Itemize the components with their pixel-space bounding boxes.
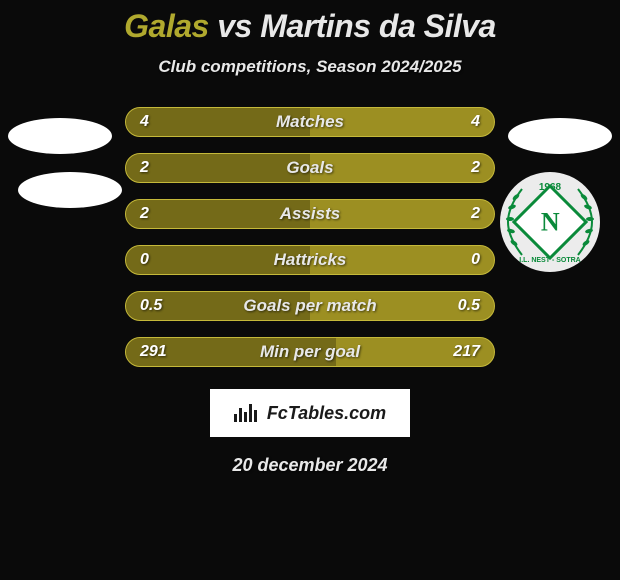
player2-avatar-1 xyxy=(508,118,612,154)
badge-circle: 1968 N I.L. NEST - SOTRA xyxy=(500,172,600,272)
stat-row: 291217Min per goal xyxy=(125,337,495,367)
player2-name: Martins da Silva xyxy=(260,8,496,44)
avatar-placeholder-icon xyxy=(8,118,112,154)
stat-label: Goals xyxy=(126,158,494,178)
stat-row: 22Assists xyxy=(125,199,495,229)
stat-row: 22Goals xyxy=(125,153,495,183)
player2-club-badge: 1968 N I.L. NEST - SOTRA xyxy=(500,172,600,272)
stat-row: 0.50.5Goals per match xyxy=(125,291,495,321)
stat-row: 00Hattricks xyxy=(125,245,495,275)
badge-clubname: I.L. NEST - SOTRA xyxy=(519,257,580,264)
vs-separator: vs xyxy=(217,8,260,44)
brand-text: FcTables.com xyxy=(267,403,386,424)
player1-avatar-1 xyxy=(8,118,112,154)
stat-label: Hattricks xyxy=(126,250,494,270)
stat-label: Goals per match xyxy=(126,296,494,316)
brand-box: FcTables.com xyxy=(210,389,410,437)
page-title: Galas vs Martins da Silva xyxy=(0,8,620,45)
subtitle: Club competitions, Season 2024/2025 xyxy=(0,57,620,77)
brand-bars-icon xyxy=(234,404,257,422)
badge-letter: N xyxy=(541,207,560,237)
date-text: 20 december 2024 xyxy=(0,455,620,476)
stat-row: 44Matches xyxy=(125,107,495,137)
player1-name: Galas xyxy=(124,8,209,44)
player1-avatar-2 xyxy=(18,172,122,208)
avatar-placeholder-icon xyxy=(18,172,122,208)
stat-label: Matches xyxy=(126,112,494,132)
stat-label: Assists xyxy=(126,204,494,224)
avatar-placeholder-icon xyxy=(508,118,612,154)
stat-label: Min per goal xyxy=(126,342,494,362)
